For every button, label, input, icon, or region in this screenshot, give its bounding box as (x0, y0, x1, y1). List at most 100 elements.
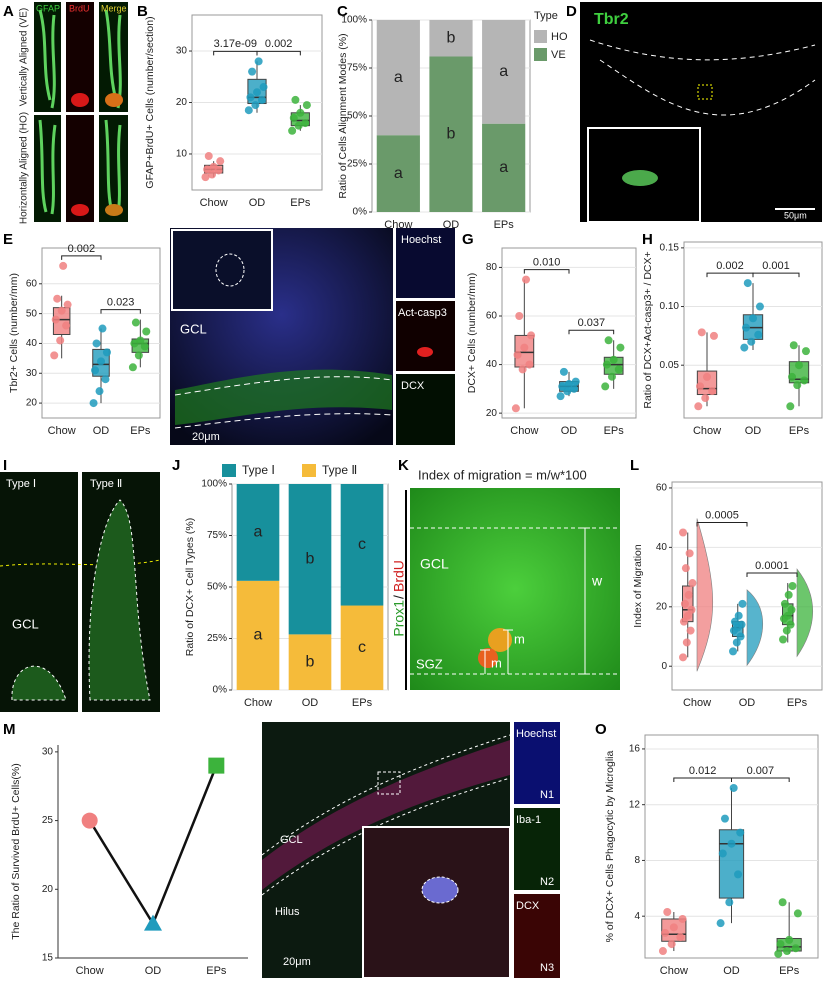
legend-label: VE (551, 49, 566, 61)
x-tick-label: Chow (384, 219, 412, 231)
segment-label: c (358, 639, 366, 656)
segment-label: a (254, 524, 263, 541)
channel-label: Iba-1 (516, 814, 541, 826)
x-tick-label: OD (302, 697, 319, 709)
channel-label: BrdU (69, 3, 90, 13)
dcx-layer (175, 369, 392, 425)
data-point (736, 632, 745, 641)
scale-label: 20μm (283, 956, 311, 968)
y-tick-label: 60 (26, 278, 38, 289)
channel-label: Hoechst (516, 728, 556, 740)
data-point (736, 828, 745, 837)
y-tick-label: 0.05 (660, 360, 680, 371)
data-point (701, 394, 710, 403)
data-point (50, 351, 59, 360)
x-tick-label: Chow (200, 197, 228, 209)
data-point (511, 404, 520, 413)
legend-swatch (222, 464, 236, 477)
comparison-bracket (61, 255, 102, 260)
panel-letter: D (566, 3, 577, 20)
data-point (793, 909, 802, 918)
data-point (755, 302, 764, 311)
data-point (204, 152, 213, 161)
data-point (658, 947, 667, 956)
p-value: 0.037 (578, 317, 606, 329)
x-tick-label: OD (145, 965, 162, 977)
y-tick-label: 40 (656, 542, 668, 553)
data-point (97, 357, 105, 366)
cell-outline (215, 253, 245, 287)
segment-label: a (254, 627, 263, 644)
cell (421, 876, 459, 904)
y-tick-label: 75% (207, 530, 227, 541)
x-tick-label: EPs (789, 425, 810, 437)
x-tick-label: EPs (604, 425, 625, 437)
legend-swatch (534, 48, 547, 61)
y-tick-label: 40 (486, 359, 498, 370)
data-point (248, 67, 257, 76)
data-point (791, 944, 800, 953)
data-point (694, 402, 703, 411)
data-point (291, 95, 300, 104)
data-point (667, 940, 676, 949)
data-point (140, 342, 149, 351)
data-point (136, 336, 145, 345)
data-point (669, 923, 678, 932)
data-point (614, 365, 623, 374)
data-point (571, 377, 580, 386)
y-tick-label: 0% (213, 685, 228, 696)
data-point (98, 324, 107, 333)
x-tick-label: EPs (779, 965, 800, 977)
measure-label: m (491, 655, 502, 670)
data-point (130, 339, 139, 348)
data-point (725, 898, 734, 907)
y-tick-label: 15 (42, 953, 54, 964)
region-label: GCL (420, 556, 449, 572)
channel-label: Hoechst (401, 234, 441, 246)
p-value: 0.0001 (755, 560, 789, 572)
p-value: 0.002 (716, 260, 744, 272)
measure-label: m (514, 631, 525, 646)
data-point (661, 928, 670, 937)
data-point (787, 605, 796, 614)
stain-label: Prox1 (391, 600, 407, 637)
data-point (793, 381, 802, 390)
data-point (785, 935, 794, 944)
y-tick-label: 10 (176, 149, 188, 160)
legend-swatch (534, 30, 547, 43)
data-point (727, 839, 736, 848)
micrograph (396, 228, 455, 298)
panel-a: A GFAP BrdU Merge Vertically Aligned (VE… (3, 2, 128, 224)
data-point (563, 387, 572, 396)
data-point (257, 95, 266, 104)
data-point (708, 387, 717, 396)
data-point (288, 126, 297, 135)
y-tick-label: 30 (42, 747, 54, 758)
nucleus (71, 204, 89, 216)
data-point (53, 294, 62, 303)
x-tick-label: EPs (352, 697, 373, 709)
data-point (789, 341, 798, 350)
data-point (128, 363, 137, 372)
sub-label: N3 (540, 962, 554, 974)
y-tick-label: 25% (207, 633, 227, 644)
panel-letter: A (3, 3, 14, 20)
data-point (142, 327, 151, 336)
panel-letter: C (337, 3, 348, 20)
data-point (742, 323, 751, 332)
y-tick-label: 0.15 (660, 243, 680, 254)
data-point (788, 582, 797, 590)
x-tick-label: EPs (130, 425, 151, 437)
row-label: Horizontally Aligned (HO) (19, 112, 30, 224)
data-point (784, 590, 793, 599)
data-point (737, 620, 746, 629)
line (88, 765, 218, 927)
channel-label: Act-casp3 (398, 307, 447, 319)
data-point (91, 366, 100, 375)
data-point (732, 638, 741, 647)
scale-label: 50μm (784, 210, 807, 220)
x-tick-label: OD (745, 425, 762, 437)
data-point (686, 626, 695, 635)
bar-segment (288, 634, 332, 690)
panel-f: F GCL 20μm Hoechst Act-casp3 DCX (170, 228, 455, 445)
